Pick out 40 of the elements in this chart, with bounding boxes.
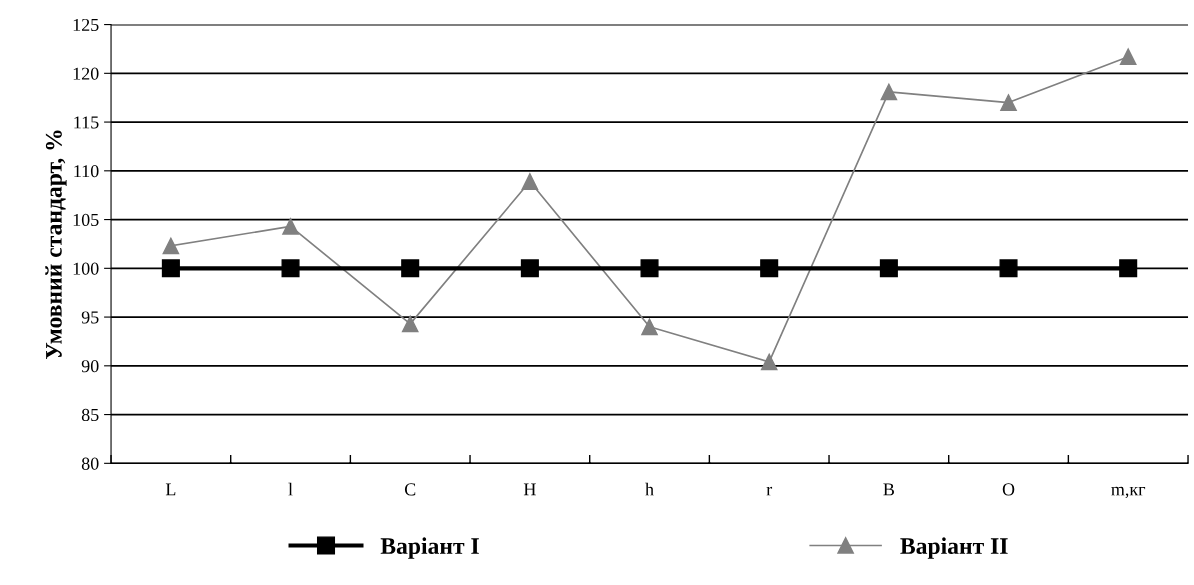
point bbox=[879, 259, 898, 278]
y-axis-title: Умовний стандарт, % bbox=[45, 130, 67, 359]
point bbox=[640, 259, 659, 278]
point bbox=[880, 83, 898, 101]
y-tick-label: 90 bbox=[81, 360, 99, 373]
x-tick-label: m,кг bbox=[1111, 486, 1146, 499]
x-tick-label: L bbox=[165, 483, 176, 496]
point bbox=[520, 259, 539, 278]
y-tick-label: 110 bbox=[74, 165, 99, 178]
x-tick-label: l bbox=[288, 482, 293, 496]
point bbox=[161, 259, 180, 278]
y-tick-label: 120 bbox=[73, 67, 99, 80]
point bbox=[1119, 48, 1137, 66]
legend-label: Варіант I bbox=[380, 537, 479, 559]
x-tick-label: r bbox=[766, 486, 773, 496]
point bbox=[162, 237, 180, 255]
point bbox=[760, 353, 778, 371]
x-tick-label: h bbox=[645, 482, 654, 496]
x-tick-label: H bbox=[523, 483, 536, 496]
point bbox=[641, 318, 658, 336]
point bbox=[1000, 94, 1017, 111]
x-tick-label: B bbox=[883, 483, 895, 496]
x-tick-label: C bbox=[404, 483, 416, 496]
point bbox=[401, 259, 420, 278]
y-tick-label: 100 bbox=[73, 262, 99, 275]
point bbox=[999, 259, 1018, 278]
x-tick-label: O bbox=[1002, 483, 1015, 496]
y-tick-label: 125 bbox=[73, 18, 99, 32]
y-tick-label: 95 bbox=[81, 311, 99, 324]
y-tick-label: 105 bbox=[73, 213, 99, 227]
point bbox=[521, 173, 539, 190]
y-tick-label: 115 bbox=[74, 116, 99, 129]
point bbox=[1119, 259, 1138, 278]
point bbox=[760, 259, 779, 278]
point bbox=[282, 218, 299, 235]
point bbox=[401, 315, 419, 333]
point bbox=[281, 259, 300, 278]
legend-label: Варіант II bbox=[900, 537, 1008, 559]
y-tick-label: 80 bbox=[81, 457, 99, 470]
y-tick-label: 85 bbox=[81, 408, 99, 422]
